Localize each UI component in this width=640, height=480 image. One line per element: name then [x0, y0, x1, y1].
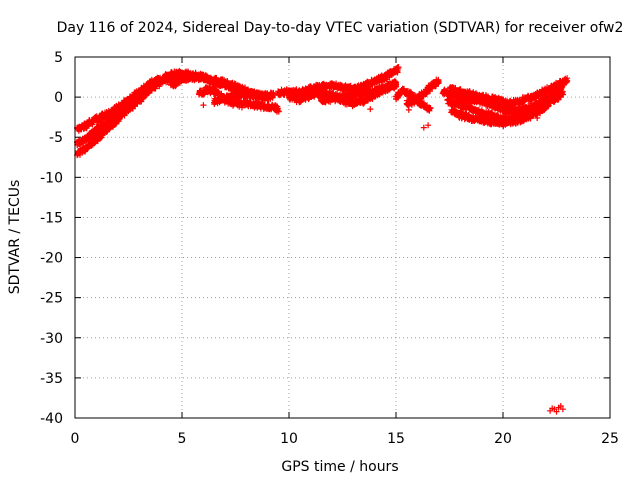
chart-title: Day 116 of 2024, Sidereal Day-to-day VTE…: [57, 20, 624, 36]
data-point: [130, 100, 137, 107]
plot-points: [74, 64, 571, 415]
